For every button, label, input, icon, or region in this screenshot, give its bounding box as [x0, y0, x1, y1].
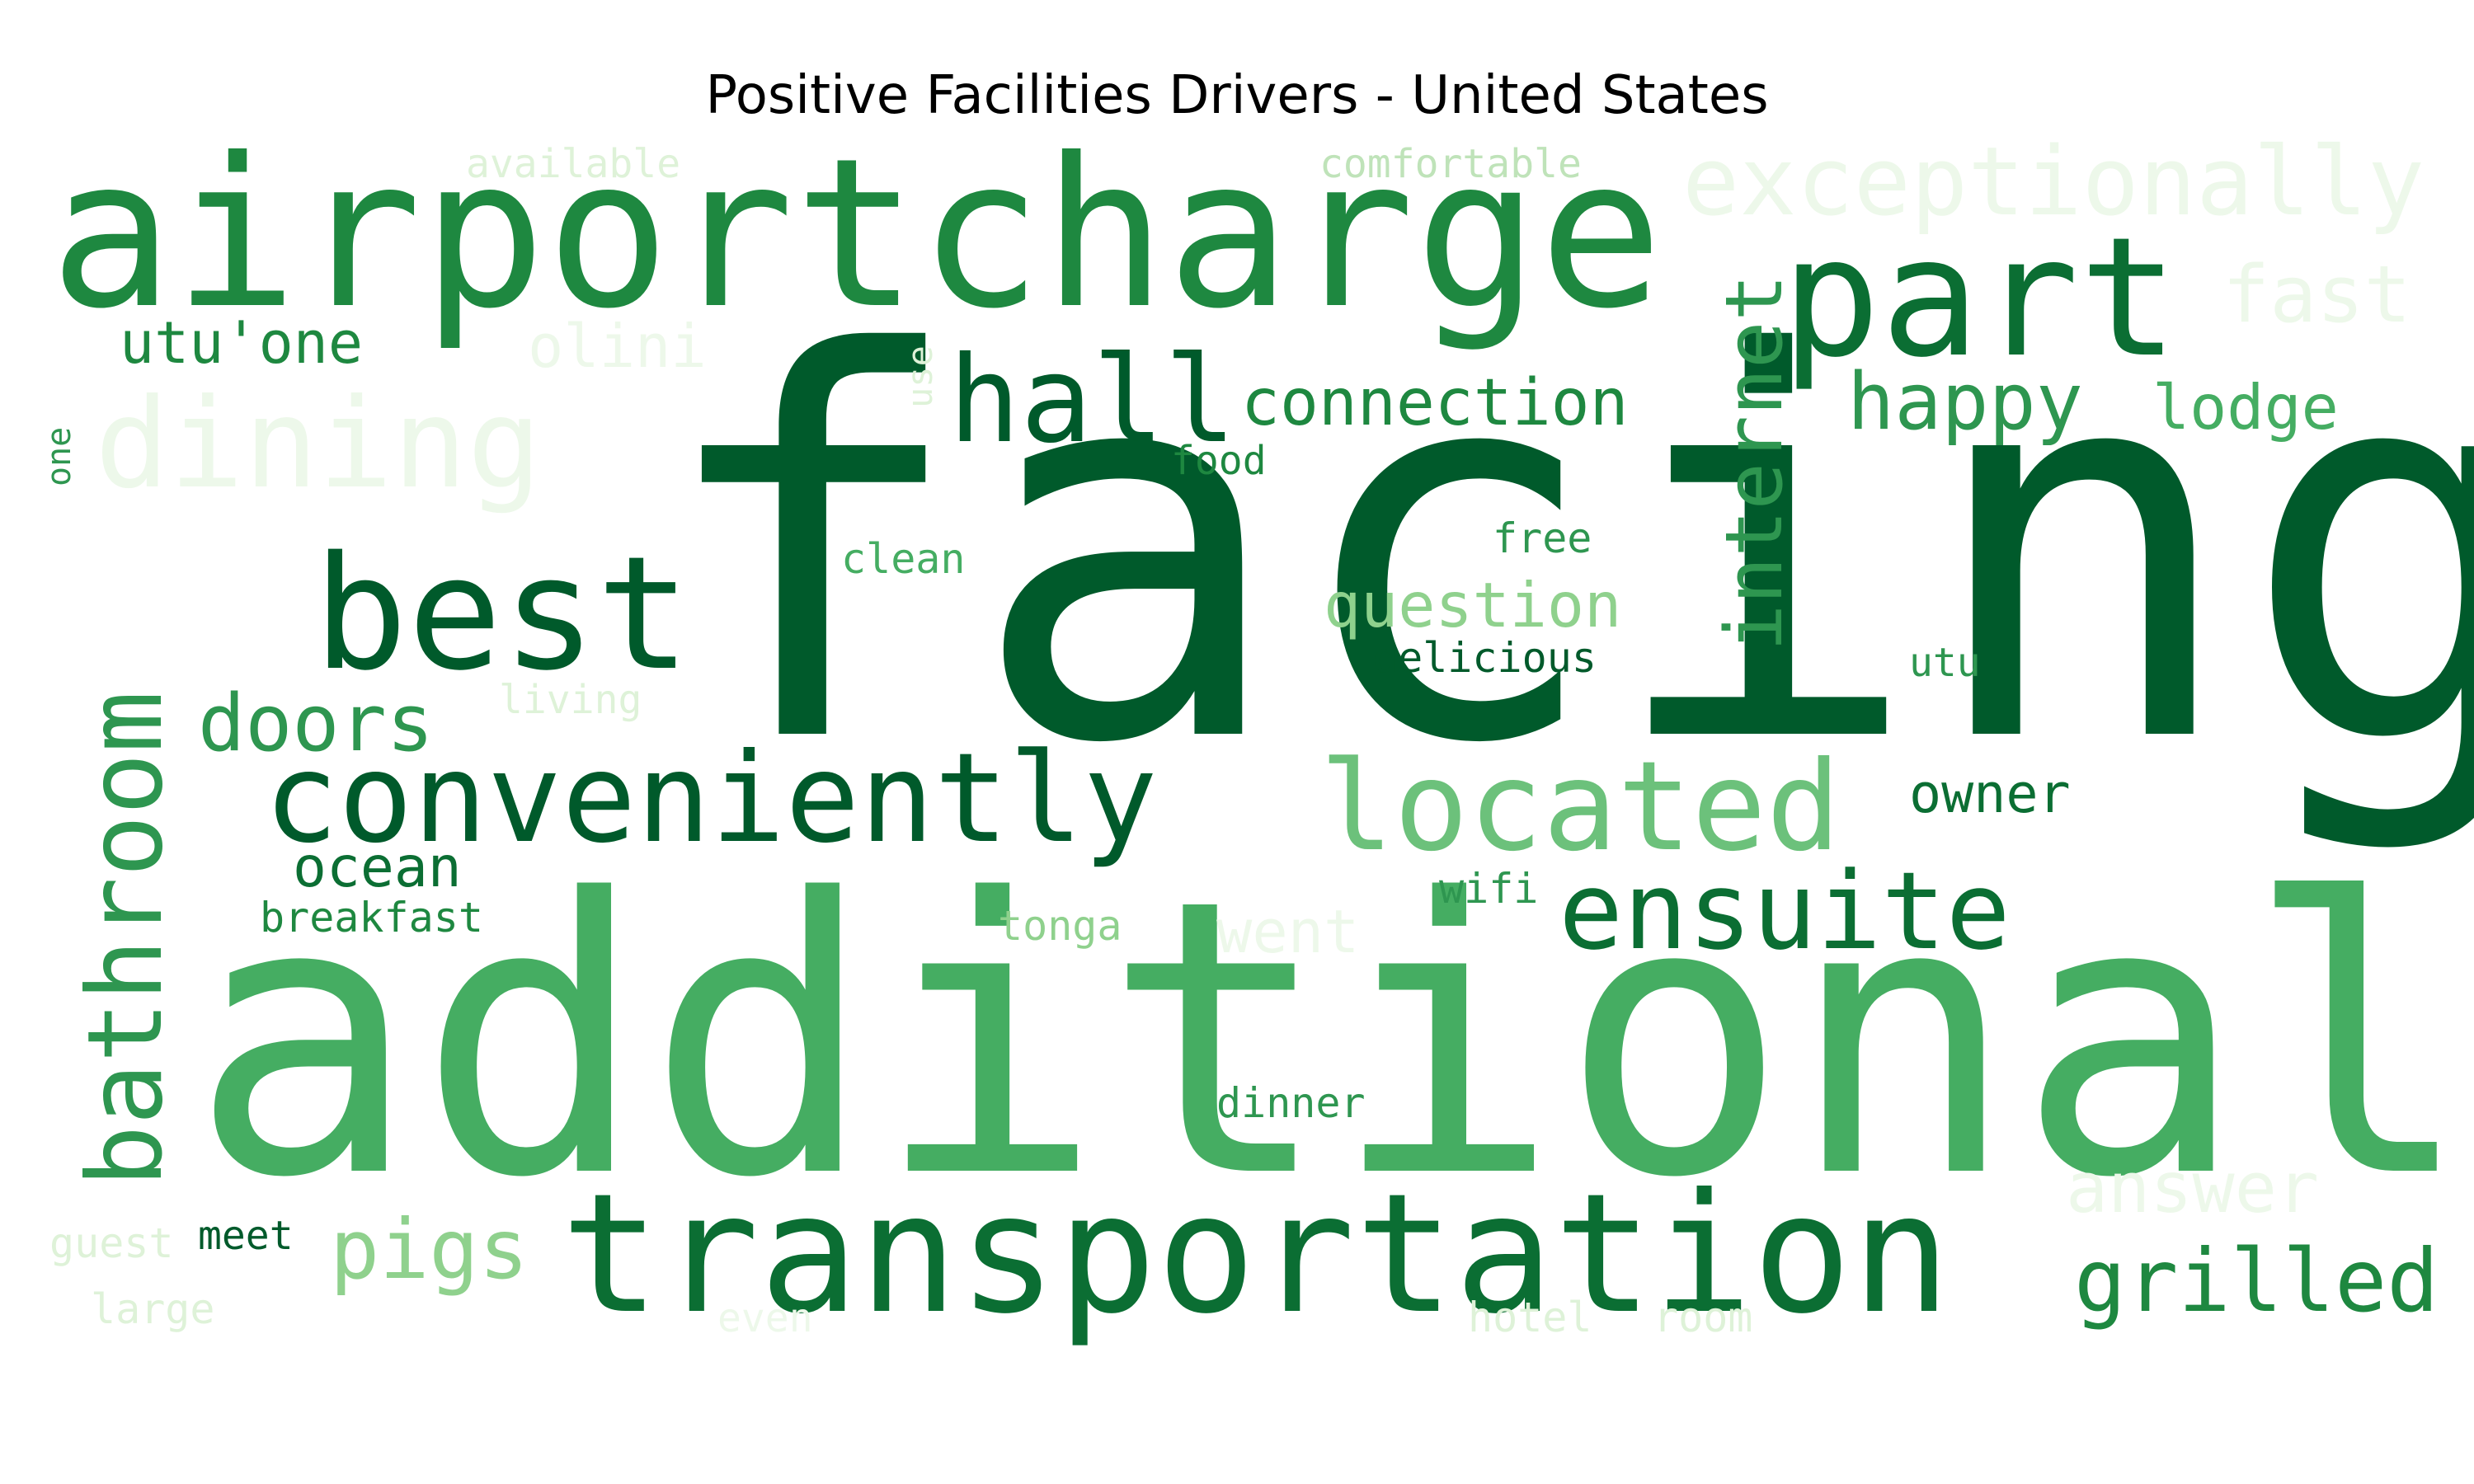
word-olini: olini — [528, 312, 707, 381]
word-ocean: ocean — [293, 835, 462, 900]
word-went: went — [1216, 897, 1359, 966]
word-located: located — [1319, 735, 1841, 879]
chart-title: Positive Facilities Drivers - United Sta… — [705, 65, 1769, 126]
word-living: living — [499, 677, 642, 723]
word-room: room — [1653, 1294, 1752, 1341]
word-hotel: hotel — [1468, 1294, 1592, 1341]
word-utu: utu — [1909, 640, 1981, 686]
word-fast: fast — [2222, 250, 2411, 340]
word-utu-one: utu'one — [120, 309, 363, 377]
word-dining: dining — [95, 373, 542, 516]
word-pigs: pigs — [330, 1201, 529, 1298]
word-tonga: tonga — [998, 902, 1122, 950]
word-guest: guest — [49, 1219, 174, 1267]
word-exceptionally: exceptionally — [1682, 127, 2425, 237]
word-large: large — [91, 1285, 215, 1333]
word-owner: owner — [1909, 763, 2071, 825]
word-airportcharge: airportcharge — [49, 114, 1663, 354]
word-breakfast: breakfast — [260, 894, 483, 942]
word-available: available — [466, 141, 680, 187]
word-answer: answer — [2066, 1148, 2319, 1229]
word-free: free — [1493, 514, 1592, 562]
word-best: best — [313, 523, 691, 705]
word-clean: clean — [841, 535, 966, 583]
word-grilled: grilled — [2074, 1231, 2439, 1331]
word-facing: facing — [651, 244, 2474, 858]
word-delicious: delicious — [1373, 634, 1597, 682]
word-dinner: dinner — [1216, 1079, 1366, 1127]
word-bathroom: bathroom — [66, 691, 186, 1187]
word-part: part — [1781, 202, 2179, 394]
word-meet: meet — [198, 1213, 294, 1259]
word-happy: happy — [1847, 357, 2083, 448]
word-wifi: wifi — [1439, 865, 1538, 913]
word-one: one — [40, 427, 78, 486]
word-even: even — [717, 1295, 813, 1341]
word-transportation: transportation — [561, 1158, 1951, 1350]
word-internet: internet — [1710, 274, 1800, 651]
word-additional: additional — [190, 819, 2473, 1261]
word-hall: hall — [948, 331, 1236, 470]
word-lodge: lodge — [2152, 371, 2339, 444]
word-question: question — [1324, 569, 1621, 641]
word-conveniently: conveniently — [264, 727, 1158, 871]
word-doors: doors — [198, 679, 434, 769]
word-connection: connection — [1241, 366, 1629, 440]
word-food: food — [1171, 438, 1267, 484]
word-use: use — [900, 345, 940, 408]
word-comfortable: comfortable — [1319, 141, 1582, 187]
word-ensuite: ensuite — [1559, 848, 2011, 974]
